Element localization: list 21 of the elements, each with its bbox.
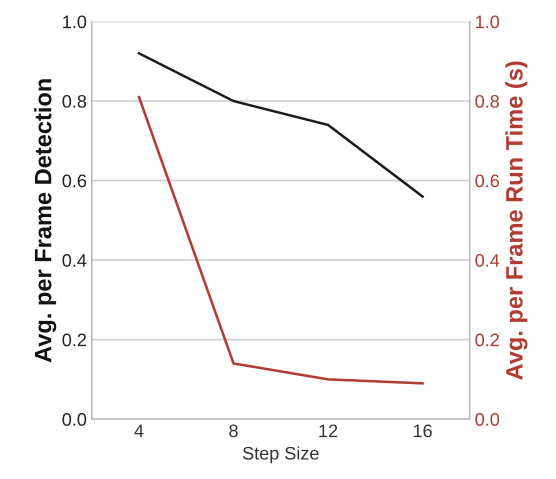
- y2-tick-label: 0.0: [475, 413, 500, 426]
- y2-tick-label: 0.6: [475, 174, 499, 188]
- x-tick-label: 16: [414, 424, 432, 438]
- line-series: [138, 96, 424, 385]
- y-tick-label: 0.4: [62, 254, 86, 267]
- y-tick-label: 0.0: [62, 413, 86, 426]
- x-tick-label: 12: [319, 424, 338, 438]
- y-tick-label: 0.6: [62, 174, 86, 188]
- y2-axis-title: Avg. per Frame Run Time (s): [505, 61, 528, 380]
- line-series: [138, 52, 424, 198]
- y-tick-label: 1.0: [63, 15, 86, 28]
- x-axis-title: Step Size: [242, 446, 319, 464]
- y2-tick-label: 0.8: [475, 95, 499, 108]
- x-tick-label: 8: [229, 424, 238, 438]
- y-tick-label: 0.8: [62, 95, 86, 108]
- y2-tick-label: 0.2: [475, 334, 499, 346]
- x-tick-label: 4: [134, 424, 144, 438]
- y2-tick-label: 1.0: [476, 15, 500, 28]
- y-axis-title: Avg. per Frame Detection: [34, 79, 56, 362]
- y-tick-label: 0.2: [62, 334, 86, 346]
- y2-tick-label: 0.4: [475, 254, 500, 267]
